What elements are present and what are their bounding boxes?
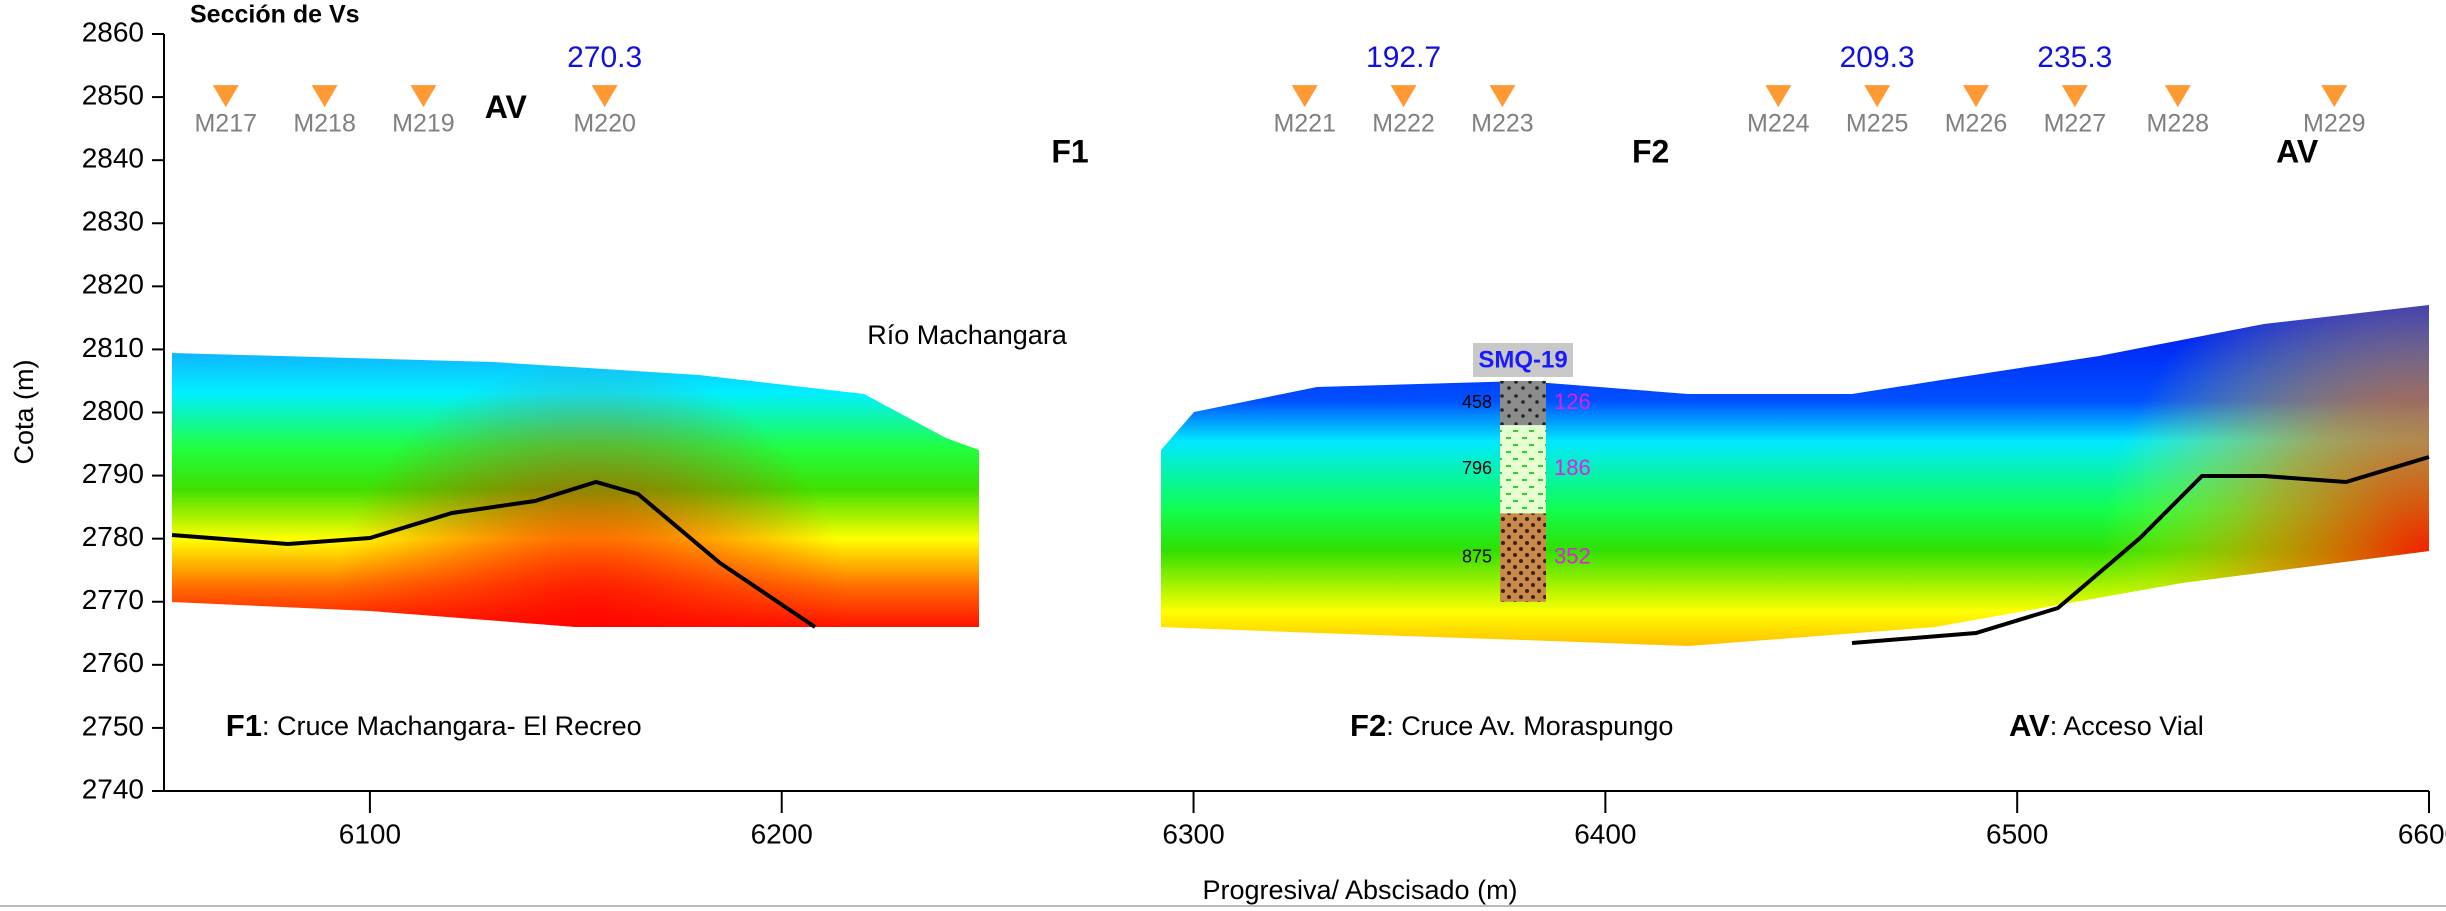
y-tick-label: 2740 — [82, 773, 144, 804]
x-tick-label: 6200 — [751, 818, 813, 849]
borehole-n: 458 — [1462, 392, 1492, 412]
x-tick-label: 6400 — [1574, 818, 1636, 849]
y-axis-label: Cota (m) — [9, 359, 39, 464]
station-label: M224 — [1747, 110, 1810, 138]
annotation: Río Machangara — [867, 320, 1068, 350]
note-code: AV — [2009, 708, 2050, 743]
top-value: 209.3 — [1840, 41, 1915, 74]
annotation: F2 — [1632, 133, 1669, 169]
note: AV: Acceso Vial — [2009, 708, 2204, 743]
station-marker — [2164, 85, 2191, 108]
x-tick-label: 6500 — [1986, 818, 2048, 849]
borehole-n: 875 — [1462, 546, 1492, 566]
section-left — [171, 353, 979, 629]
y-tick-label: 2810 — [82, 332, 144, 363]
x-tick-label: 6600 — [2398, 818, 2446, 849]
station-label: M222 — [1372, 110, 1435, 138]
y-tick-label: 2850 — [82, 79, 144, 110]
note: F2: Cruce Av. Moraspungo — [1350, 708, 1673, 743]
station-marker — [1390, 85, 1417, 108]
station-label: M217 — [194, 110, 257, 138]
top-value: 192.7 — [1366, 41, 1441, 74]
station-marker — [1489, 85, 1516, 108]
y-tick-label: 2760 — [82, 647, 144, 678]
note-code: F2 — [1350, 708, 1386, 743]
station-label: M223 — [1471, 110, 1534, 138]
station-label: M221 — [1273, 110, 1336, 138]
section-right — [1161, 305, 2430, 646]
station-marker — [2061, 85, 2088, 108]
note: F1: Cruce Machangara- El Recreo — [226, 708, 642, 743]
borehole-label-box — [1473, 342, 1573, 377]
borehole-layer — [1500, 425, 1546, 514]
station-marker — [1291, 85, 1318, 108]
top-value: 235.3 — [2037, 41, 2112, 74]
station-marker — [1765, 85, 1792, 108]
station-marker — [311, 85, 338, 108]
y-tick-label: 2790 — [82, 458, 144, 489]
station-marker — [2321, 85, 2348, 108]
y-tick-label: 2800 — [82, 395, 144, 426]
y-tick-label: 2840 — [82, 143, 144, 174]
station-label: M218 — [293, 110, 356, 138]
borehole-vs: 126 — [1554, 389, 1591, 414]
annotation: AV — [2276, 133, 2319, 169]
note-text: : Cruce Machangara- El Recreo — [262, 711, 642, 741]
y-tick-label: 2830 — [82, 206, 144, 237]
note-text: : Acceso Vial — [2050, 711, 2204, 741]
chart-title: Sección de Vs — [190, 1, 360, 29]
annotation: AV — [485, 89, 528, 125]
station-label: M228 — [2147, 110, 2210, 138]
borehole-vs: 186 — [1554, 455, 1591, 480]
y-tick-label: 2820 — [82, 269, 144, 300]
y-tick-label: 2860 — [82, 16, 144, 47]
borehole-layer — [1500, 380, 1546, 426]
station-marker — [1963, 85, 1989, 108]
annotation: F1 — [1051, 133, 1088, 169]
station-label: M227 — [2044, 110, 2107, 138]
y-tick-label: 2770 — [82, 584, 144, 615]
station-marker — [1864, 85, 1891, 108]
x-tick-label: 6100 — [339, 818, 401, 849]
station-marker — [410, 85, 437, 108]
borehole-n: 796 — [1462, 458, 1492, 478]
station-label: M225 — [1846, 110, 1909, 138]
note-text: : Cruce Av. Moraspungo — [1386, 711, 1673, 741]
x-tick-label: 6300 — [1162, 818, 1224, 849]
borehole-vs: 352 — [1554, 543, 1591, 568]
note-code: F1 — [226, 708, 262, 743]
station-label: M226 — [1945, 110, 2008, 138]
station-marker — [591, 85, 618, 108]
borehole-label: SMQ-19 — [1478, 346, 1567, 373]
y-tick-label: 2750 — [82, 710, 144, 741]
station-label: M229 — [2303, 110, 2366, 138]
top-value: 270.3 — [567, 41, 642, 74]
x-axis-label: Progresiva/ Abscisado (m) — [1202, 875, 1517, 905]
station-label: M219 — [392, 110, 455, 138]
station-label: M220 — [573, 110, 636, 138]
y-tick-label: 2780 — [82, 521, 144, 552]
station-marker — [212, 85, 239, 108]
borehole-layer — [1500, 513, 1546, 602]
